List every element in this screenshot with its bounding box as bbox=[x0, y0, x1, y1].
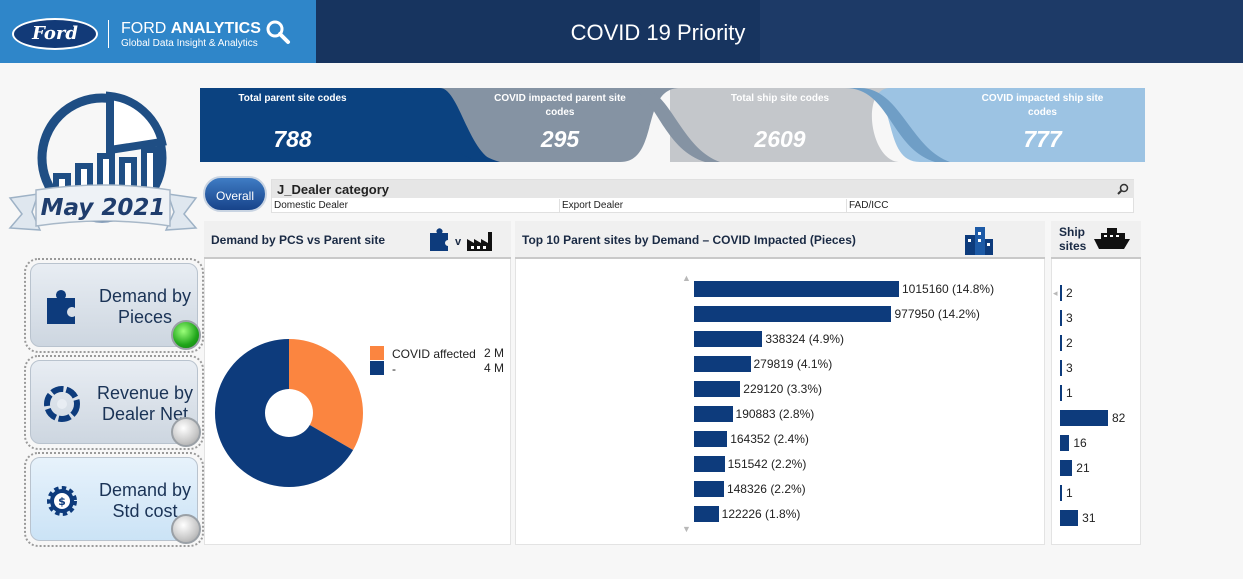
filter-header: J_Dealer category bbox=[272, 180, 1134, 198]
ship-bar-7[interactable] bbox=[1060, 460, 1073, 476]
kpi-covid-parent-sites: COVID impacted parent site codes 295 bbox=[494, 93, 626, 152]
puzzle-icon bbox=[47, 290, 75, 324]
ship-bar-3[interactable] bbox=[1060, 360, 1062, 376]
brand-area: Ford FORD ANALYTICS Global Data Insight … bbox=[0, 0, 316, 63]
nav-demand-by-pieces[interactable]: Demand by Pieces bbox=[24, 258, 204, 353]
ship-value-label: 31 bbox=[1082, 511, 1096, 525]
top10-parent-title: Top 10 Parent sites by Demand – COVID Im… bbox=[522, 233, 856, 247]
ship-bar-0[interactable] bbox=[1060, 285, 1062, 301]
demand-pcs-header: Demand by PCS vs Parent site v bbox=[204, 221, 511, 259]
bar-value-label: 151542 (2.2%) bbox=[727, 457, 807, 471]
bar-value-label: 148326 (2.2%) bbox=[726, 482, 806, 496]
bar-value-label: 279819 (4.1%) bbox=[753, 357, 833, 371]
bar-7[interactable] bbox=[694, 456, 725, 472]
aperture-icon bbox=[44, 386, 80, 422]
ship-value-label: 2 bbox=[1066, 336, 1073, 350]
bar-1[interactable] bbox=[694, 306, 892, 322]
ship-bar-4[interactable] bbox=[1060, 385, 1062, 401]
ford-logo: Ford bbox=[12, 18, 98, 50]
factory-icon bbox=[467, 232, 492, 251]
brand-subtitle: Global Data Insight & Analytics bbox=[121, 38, 258, 49]
kpi-covid-ship-sites: COVID impacted ship site codes 777 bbox=[981, 93, 1104, 152]
kpi-ribbon bbox=[200, 88, 1145, 162]
ship-value-label: 3 bbox=[1066, 311, 1073, 325]
filter-option-export[interactable]: Export Dealer bbox=[560, 199, 847, 213]
bar-2[interactable] bbox=[694, 331, 763, 347]
brand-divider bbox=[108, 20, 109, 48]
demand-donut-chart bbox=[215, 339, 363, 487]
bar-5[interactable] bbox=[694, 406, 733, 422]
bar-value-label: 190883 (2.8%) bbox=[735, 407, 815, 421]
scroll-up-arrow[interactable]: ▲ bbox=[682, 273, 691, 283]
bar-value-label: 977950 (14.2%) bbox=[894, 307, 980, 321]
bar-value-label: 338324 (4.9%) bbox=[765, 332, 845, 346]
header-bar: Ford FORD ANALYTICS Global Data Insight … bbox=[0, 0, 1243, 63]
filter-option-domestic[interactable]: Domestic Dealer bbox=[272, 199, 560, 213]
month-label: May 2021 bbox=[40, 195, 166, 221]
dealer-category-filter: J_Dealer category Domestic Dealer Export… bbox=[271, 179, 1134, 213]
ship-bar-8[interactable] bbox=[1060, 485, 1062, 501]
ship-bar-2[interactable] bbox=[1060, 335, 1062, 351]
ship-bar-9[interactable] bbox=[1060, 510, 1079, 526]
bar-0[interactable] bbox=[694, 281, 899, 297]
ship-value-label: 1 bbox=[1066, 386, 1073, 400]
magnifier-icon bbox=[266, 20, 290, 44]
search-icon[interactable] bbox=[1117, 183, 1129, 195]
scroll-down-arrow[interactable]: ▼ bbox=[682, 524, 691, 534]
ship-scroll-indicator[interactable]: ◂ bbox=[1053, 288, 1058, 298]
overall-button[interactable]: Overall bbox=[203, 176, 267, 212]
filter-title: J_Dealer category bbox=[277, 182, 390, 197]
cost-gear-icon: $ bbox=[47, 486, 77, 516]
bar-value-label: 164352 (2.4%) bbox=[730, 432, 809, 446]
bar-9[interactable] bbox=[694, 506, 719, 522]
ship-bar-6[interactable] bbox=[1060, 435, 1070, 451]
kpi-total-parent-sites: Total parent site codes 788 bbox=[238, 93, 347, 152]
top10-parent-header: Top 10 Parent sites by Demand – COVID Im… bbox=[515, 221, 1045, 259]
legend-swatch-orange bbox=[370, 346, 384, 360]
legend-covid-affected: COVID affected 2 M bbox=[370, 346, 504, 361]
ship-bar-5[interactable] bbox=[1060, 410, 1108, 426]
ship-value-label: 21 bbox=[1076, 461, 1090, 475]
ship-sites-panel bbox=[1051, 221, 1141, 545]
ship-value-label: 2 bbox=[1066, 286, 1073, 300]
puzzle-icon bbox=[430, 228, 448, 251]
nav-revenue-by-dealer-net[interactable]: Revenue by Dealer Net bbox=[24, 355, 204, 450]
ship-sites-header: Ship sites bbox=[1051, 221, 1141, 259]
filter-option-fad-icc[interactable]: FAD/ICC bbox=[849, 200, 889, 211]
inactive-indicator bbox=[171, 514, 201, 544]
donut-slice-0[interactable] bbox=[289, 339, 363, 450]
bar-value-label: 229120 (3.3%) bbox=[743, 382, 822, 396]
page-title: COVID 19 Priority bbox=[570, 20, 746, 45]
bar-8[interactable] bbox=[694, 481, 724, 497]
ship-value-label: 82 bbox=[1112, 411, 1126, 425]
ship-bar-1[interactable] bbox=[1060, 310, 1062, 326]
svg-text:$: $ bbox=[58, 495, 66, 508]
legend-swatch-blue bbox=[370, 361, 384, 375]
analytics-chart-icon bbox=[8, 91, 198, 231]
bar-3[interactable] bbox=[694, 356, 751, 372]
demand-pcs-title: Demand by PCS vs Parent site bbox=[211, 233, 386, 247]
inactive-indicator bbox=[171, 417, 201, 447]
header-title-band bbox=[316, 0, 760, 63]
brand-name: FORD ANALYTICS bbox=[121, 20, 261, 37]
ship-value-label: 3 bbox=[1066, 361, 1073, 375]
ship-value-label: 16 bbox=[1073, 436, 1087, 450]
top10-parent-panel bbox=[515, 221, 1045, 545]
versus-label: v bbox=[455, 236, 462, 248]
ship-icon bbox=[1094, 228, 1130, 249]
bar-4[interactable] bbox=[694, 381, 741, 397]
nav-demand-by-std-cost[interactable]: $ Demand by Std cost bbox=[24, 452, 204, 547]
bar-6[interactable] bbox=[694, 431, 728, 447]
legend-other: - 4 M bbox=[370, 361, 504, 376]
donut-slice-1[interactable] bbox=[215, 339, 354, 487]
ship-value-label: 1 bbox=[1066, 486, 1073, 500]
bar-value-label: 122226 (1.8%) bbox=[721, 507, 801, 521]
kpi-total-ship-sites: Total ship site codes 2609 bbox=[730, 93, 830, 152]
bar-value-label: 1015160 (14.8%) bbox=[902, 282, 995, 296]
buildings-icon bbox=[965, 227, 993, 255]
ship-sites-title: Ship sites bbox=[1059, 225, 1087, 253]
active-indicator bbox=[171, 320, 201, 350]
